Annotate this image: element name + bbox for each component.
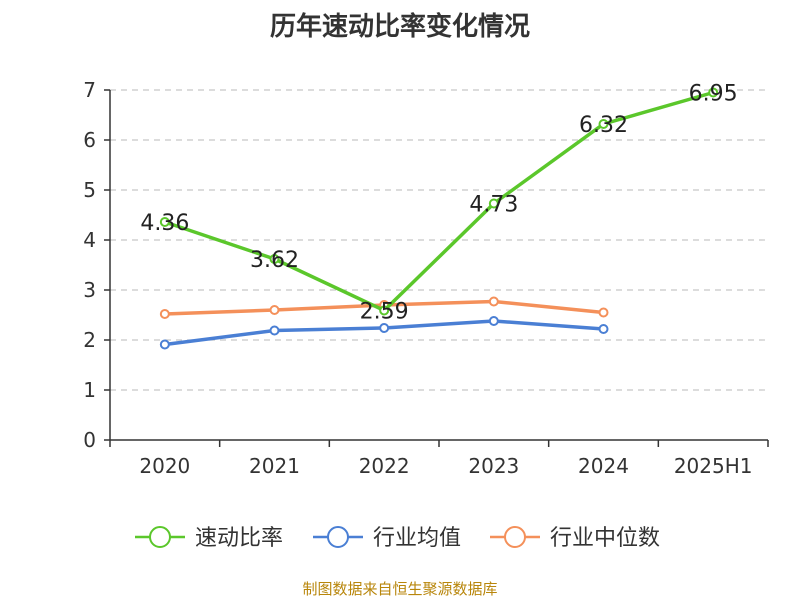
data-label: 4.73	[469, 193, 518, 218]
axes: 0 1 2 3 4 5 6 7 2020 2021 2022 2023 2024 2025H1	[83, 78, 769, 478]
data-point	[488, 296, 499, 307]
legend-marker	[149, 526, 171, 548]
legend-label: 速动比率	[195, 526, 283, 551]
series-lines	[159, 87, 719, 350]
legend: 速动比率 行业均值 行业中位数	[135, 526, 660, 551]
data-label: 6.32	[579, 113, 628, 138]
y-tick-label: 1	[83, 378, 96, 402]
legend-label: 行业中位数	[550, 526, 660, 551]
y-tick-label: 2	[83, 328, 96, 352]
chart-title: 历年速动比率变化情况	[269, 12, 530, 42]
data-point	[269, 325, 280, 336]
data-point	[379, 323, 390, 333]
x-tick-label: 2021	[249, 454, 300, 478]
data-source-note: 制图数据来自恒生聚源数据库	[302, 580, 498, 598]
series-line	[163, 90, 715, 313]
data-point	[269, 254, 280, 264]
data-point	[159, 309, 170, 319]
legend-label: 行业均值	[373, 526, 461, 551]
data-label: 6.95	[689, 82, 738, 107]
y-tick-label: 3	[83, 278, 96, 302]
data-point	[159, 217, 170, 227]
x-tick-label: 2025H1	[674, 454, 753, 478]
data-label: 2.59	[360, 300, 409, 325]
data-point	[488, 316, 499, 326]
y-tick-label: 0	[83, 428, 96, 452]
data-point	[379, 305, 390, 316]
data-label: 3.62	[250, 248, 299, 273]
data-label: 4.36	[140, 211, 189, 236]
x-tick-label: 2024	[578, 454, 629, 478]
y-tick-label: 5	[83, 178, 96, 202]
y-tick-label: 7	[83, 78, 96, 102]
data-point	[598, 307, 609, 318]
data-point	[488, 198, 499, 209]
data-point	[598, 119, 609, 129]
y-tick-label: 4	[83, 228, 96, 252]
data-point	[159, 339, 170, 350]
data-point	[598, 324, 609, 334]
legend-marker	[504, 526, 526, 548]
data-point	[708, 87, 719, 98]
x-tick-label: 2020	[139, 454, 190, 478]
y-tick-label: 6	[83, 128, 96, 152]
x-tick-label: 2023	[468, 454, 519, 478]
data-labels: 4.36 3.62 2.59 4.73 6.32 6.95	[140, 82, 737, 325]
x-tick-label: 2022	[359, 454, 410, 478]
grid-lines	[110, 89, 768, 391]
data-point	[269, 305, 280, 315]
legend-marker	[327, 526, 349, 548]
